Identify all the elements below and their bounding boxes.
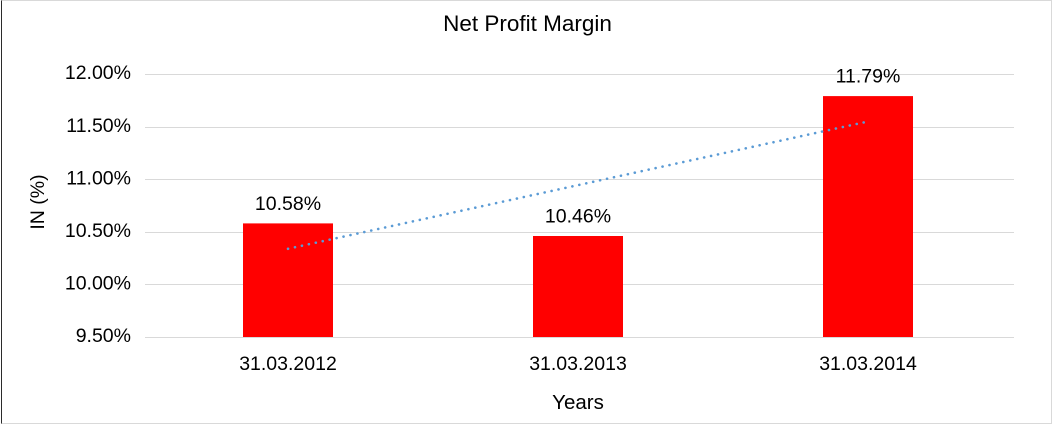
svg-text:11.50%: 11.50%	[66, 115, 131, 137]
svg-text:11.79%: 11.79%	[836, 66, 901, 88]
svg-text:10.46%: 10.46%	[545, 206, 611, 228]
svg-text:10.58%: 10.58%	[255, 193, 321, 215]
svg-text:31.03.2013: 31.03.2013	[529, 353, 627, 375]
svg-text:10.50%: 10.50%	[65, 220, 131, 242]
svg-text:10.00%: 10.00%	[65, 273, 131, 295]
svg-text:12.00%: 12.00%	[65, 62, 131, 84]
svg-text:9.50%: 9.50%	[76, 325, 131, 347]
svg-text:Years: Years	[552, 391, 604, 414]
svg-text:31.03.2012: 31.03.2012	[239, 353, 337, 375]
svg-text:11.00%: 11.00%	[66, 167, 131, 189]
svg-text:31.03.2014: 31.03.2014	[819, 353, 917, 375]
svg-text:IN (%): IN (%)	[27, 174, 49, 229]
